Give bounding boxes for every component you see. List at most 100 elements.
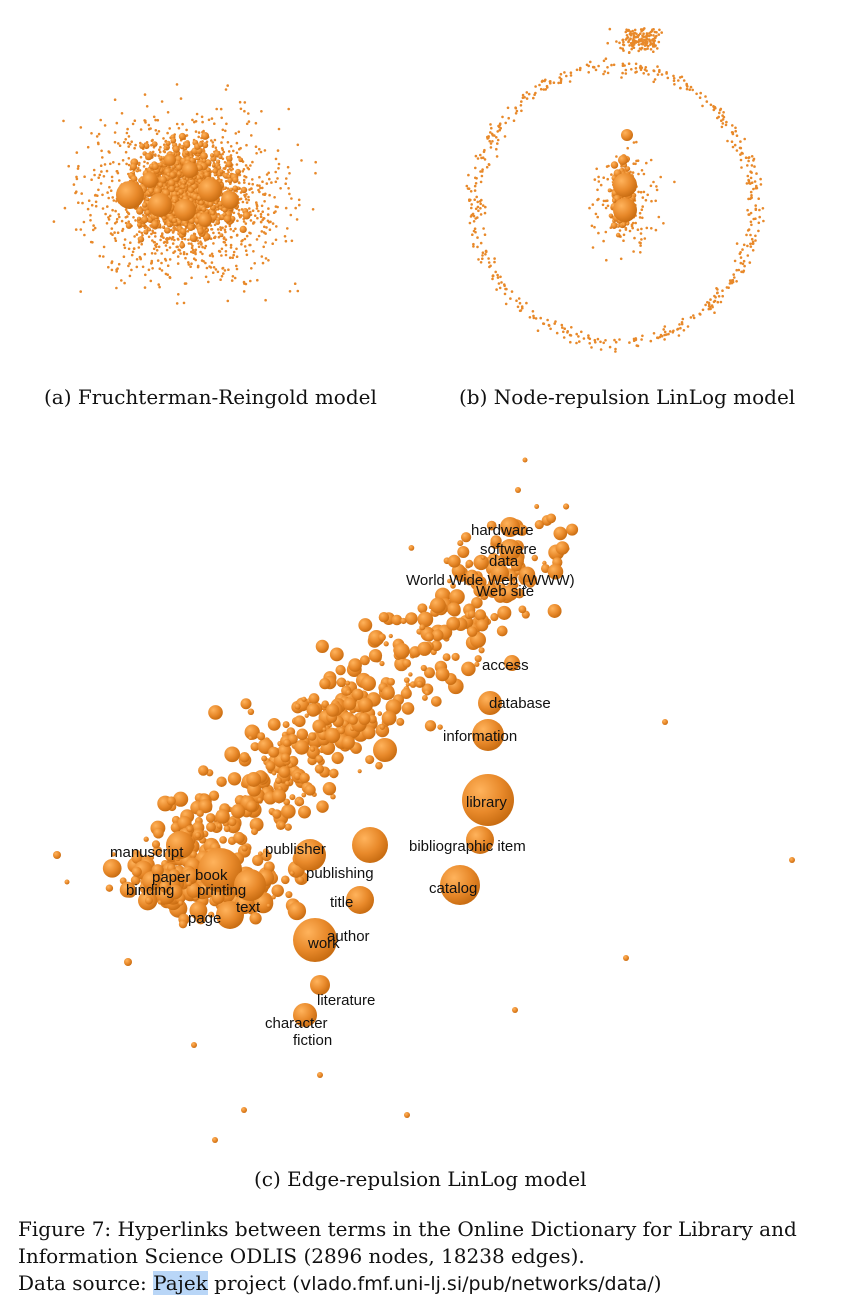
network-node [82,220,86,224]
node-label: catalog [429,880,477,897]
network-node [637,40,641,43]
network-node [267,207,270,210]
network-node [224,243,228,247]
network-node [752,157,756,161]
network-node [123,238,127,241]
network-node [189,901,208,920]
network-node [345,689,352,696]
network-node [264,241,267,244]
network-node [251,160,254,164]
network-node [623,64,626,67]
network-node [74,228,78,231]
network-node [622,233,626,237]
pajek-link[interactable]: Pajek [153,1271,208,1295]
network-node [152,163,159,171]
network-node [269,220,272,224]
network-node [257,851,263,857]
network-node [116,267,119,270]
network-node [754,204,757,207]
network-node [187,224,195,231]
network-node [99,164,103,167]
network-node [673,83,676,86]
network-node [503,283,506,286]
network-node [479,202,482,206]
network-node [417,611,434,628]
network-node [473,189,477,192]
network-node [543,79,546,83]
network-node [748,213,751,216]
network-node [289,213,293,217]
data-source-url[interactable]: vlado.fmf.uni-lj.si/pub/networks/data/ [300,1273,654,1295]
network-node [739,158,743,162]
network-node [189,234,198,243]
network-node [185,252,189,256]
network-node [264,298,267,302]
network-node [685,82,688,86]
network-node [420,664,427,672]
network-node [198,848,242,892]
network-node [335,664,346,676]
network-node [132,247,136,250]
network-node [656,65,659,68]
network-node [505,287,508,291]
network-node [431,629,444,642]
network-node [744,156,748,159]
network-node [217,213,220,216]
network-node [212,266,216,269]
network-node [243,245,247,248]
network-node [143,119,146,122]
network-node [652,180,655,184]
network-node [678,323,681,326]
network-node [503,292,507,296]
network-node [343,697,357,711]
network-node [229,243,233,247]
network-node [110,268,114,272]
network-node [242,211,251,220]
network-node [87,199,91,202]
network-node [594,68,598,72]
network-node [244,197,248,201]
network-node [657,215,661,219]
network-node [144,273,147,277]
network-node [281,875,290,885]
network-node [284,239,288,243]
network-node [547,564,564,580]
network-node [403,677,410,684]
network-node [109,232,113,235]
network-node [429,597,446,614]
network-node [240,214,243,217]
network-node [321,700,329,708]
network-node [416,680,423,688]
network-node [470,206,473,210]
network-node [476,205,480,209]
network-node [218,250,222,253]
network-node [100,170,103,173]
network-node [284,182,287,185]
network-node [274,238,278,242]
network-node [450,583,456,589]
network-node [562,330,565,334]
network-node [118,215,121,219]
network-node [680,321,684,324]
network-node [298,203,301,207]
network-node [117,213,120,216]
network-node [596,188,599,192]
network-node [578,68,582,72]
network-node [130,140,133,143]
network-node [762,219,765,223]
network-node [532,316,536,320]
network-node [191,1042,197,1048]
network-node [483,158,487,161]
network-node [345,680,351,686]
network-node [127,135,131,138]
network-node [252,221,256,224]
network-node [630,224,634,228]
network-node [154,244,157,247]
network-node [725,120,728,124]
network-node [621,38,625,42]
network-node [585,63,589,67]
network-node [368,714,377,724]
network-node [472,719,504,751]
network-node [421,694,428,701]
network-node [652,34,655,37]
